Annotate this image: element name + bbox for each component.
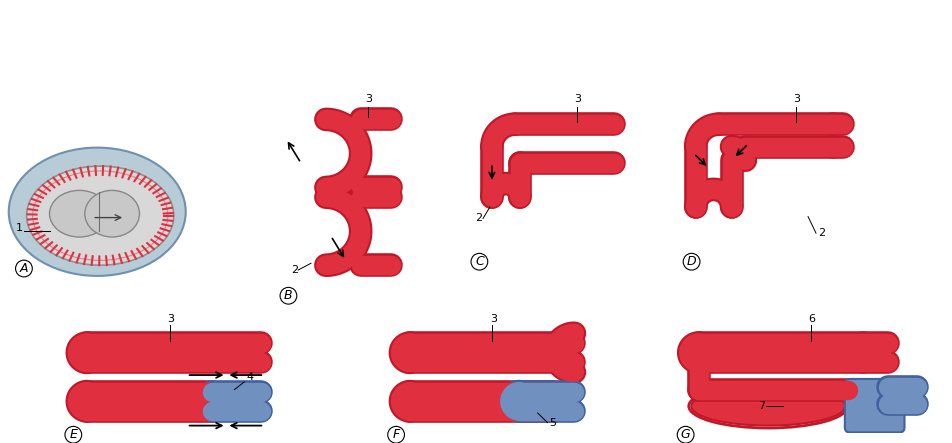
- Text: D: D: [686, 255, 696, 268]
- Ellipse shape: [27, 166, 173, 265]
- Text: C: C: [474, 255, 484, 268]
- Text: 7: 7: [758, 401, 764, 411]
- Text: A: A: [20, 262, 29, 275]
- Text: G: G: [680, 428, 689, 441]
- Text: B: B: [284, 289, 292, 302]
- Ellipse shape: [50, 190, 109, 237]
- Ellipse shape: [9, 148, 186, 276]
- FancyBboxPatch shape: [844, 379, 903, 432]
- Text: 3: 3: [574, 94, 581, 104]
- Text: 1: 1: [15, 223, 23, 233]
- Text: 3: 3: [167, 314, 173, 323]
- Ellipse shape: [690, 387, 844, 426]
- Text: 2: 2: [290, 265, 298, 275]
- Text: 2: 2: [817, 228, 824, 238]
- Text: 3: 3: [792, 94, 800, 104]
- Ellipse shape: [85, 190, 139, 237]
- Text: 5: 5: [549, 418, 556, 427]
- Text: 3: 3: [366, 94, 372, 104]
- Text: 3: 3: [489, 314, 496, 323]
- Text: 4: 4: [246, 372, 253, 382]
- Text: 2: 2: [474, 214, 482, 223]
- Text: 6: 6: [807, 314, 814, 323]
- Text: E: E: [69, 428, 77, 441]
- Text: F: F: [392, 428, 399, 441]
